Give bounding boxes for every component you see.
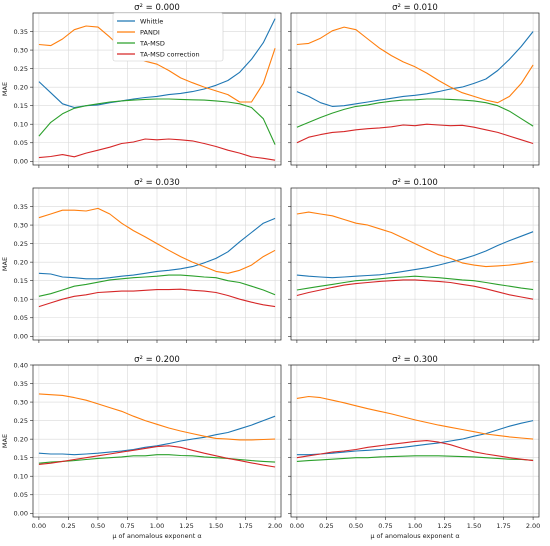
series-line-whittle xyxy=(296,31,534,107)
x-tick-label: 0.25 xyxy=(319,522,333,530)
y-tick-label: 0.35 xyxy=(14,28,28,36)
x-tick-label: 1.50 xyxy=(467,522,481,530)
y-axis-label: MAE xyxy=(1,82,9,96)
series-line-ta-msd xyxy=(296,275,534,291)
axes-frame xyxy=(290,187,540,341)
series-line-whittle xyxy=(296,231,534,279)
y-tick-label: 0.05 xyxy=(14,491,28,499)
panel-2: σ² = 0.010 xyxy=(288,3,540,168)
x-axis-label: μ of anomalous exponent α xyxy=(370,532,459,540)
y-tick-label: 0.20 xyxy=(14,258,28,266)
series-line-ta-msd-correction xyxy=(296,123,534,145)
x-tick-label: 1.25 xyxy=(179,522,193,530)
legend-label-whittle: Whittle xyxy=(140,18,163,26)
y-tick-label: 0.10 xyxy=(14,473,28,481)
x-tick-label: 0.50 xyxy=(349,522,363,530)
series-line-ta-msd-correction xyxy=(38,288,276,308)
y-tick-label: 0.10 xyxy=(14,296,28,304)
x-tick-label: 0.00 xyxy=(290,522,304,530)
series-line-ta-msd xyxy=(38,274,276,297)
y-tick-label: 0.30 xyxy=(14,221,28,229)
y-tick-label: 0.05 xyxy=(14,314,28,322)
series-line-pandi xyxy=(38,25,276,103)
panel-4: σ² = 0.100 xyxy=(288,178,540,343)
series-line-whittle xyxy=(38,415,276,456)
panel-3: 0.00 0.05 0.10 0.15 0.20 0.25 0.30 0.35 σ² = 0.0… xyxy=(1,178,282,343)
y-tick-label: 0.20 xyxy=(14,435,28,443)
x-tick-label: 1.25 xyxy=(437,522,451,530)
y-tick-label: 0.25 xyxy=(14,417,28,425)
y-tick-label: 0.25 xyxy=(14,65,28,73)
legend-box xyxy=(112,12,224,62)
panel-title: σ² = 0.010 xyxy=(392,3,438,13)
axes-frame xyxy=(32,364,282,518)
x-tick-label: 0.00 xyxy=(32,522,46,530)
y-tick-label: 0.30 xyxy=(14,398,28,406)
series-line-whittle xyxy=(38,217,276,280)
y-tick-label: 0.00 xyxy=(14,158,28,166)
y-tick-label: 0.35 xyxy=(14,380,28,388)
x-tick-label: 0.75 xyxy=(120,522,134,530)
y-axis-label: MAE xyxy=(1,434,9,448)
series-line-ta-msd-correction xyxy=(296,279,534,300)
series-line-pandi xyxy=(296,26,534,104)
legend: Whittle PANDI TA-MSD TA-MSD correction xyxy=(112,12,224,62)
legend-label-pandi: PANDI xyxy=(140,29,160,37)
y-tick-label: 0.35 xyxy=(14,203,28,211)
x-tick-label: 1.75 xyxy=(238,522,252,530)
y-tick-label: 0.40 xyxy=(14,361,28,369)
x-tick-label: 0.75 xyxy=(378,522,392,530)
legend-label-ta-msd-correction: TA-MSD correction xyxy=(139,51,200,59)
series-line-ta-msd-correction xyxy=(296,440,534,462)
panel-6: 0.00 0.25 0.50 0.75 1.00 1.25 1.50 1.75 2.00 σ² =… xyxy=(288,355,540,540)
panel-title: σ² = 0.100 xyxy=(392,178,438,188)
y-tick-label: 0.05 xyxy=(14,139,28,147)
y-axis-label: MAE xyxy=(1,257,9,271)
series-line-ta-msd xyxy=(296,98,534,128)
series-line-ta-msd-correction xyxy=(38,445,276,468)
x-tick-label: 1.00 xyxy=(408,522,422,530)
x-tick-label: 2.00 xyxy=(268,522,282,530)
series-line-whittle xyxy=(296,420,534,456)
y-tick-label: 0.15 xyxy=(14,277,28,285)
y-tick-label: 0.10 xyxy=(14,121,28,129)
x-tick-label: 0.50 xyxy=(91,522,105,530)
panel-title: σ² = 0.200 xyxy=(134,355,180,365)
series-line-ta-msd-correction xyxy=(38,138,276,161)
series-line-ta-msd xyxy=(38,454,276,464)
axes-frame xyxy=(290,364,540,518)
x-tick-label: 1.75 xyxy=(496,522,510,530)
series-line-pandi xyxy=(296,395,534,440)
series-line-pandi xyxy=(38,207,276,274)
panel-title: σ² = 0.000 xyxy=(134,3,180,13)
panel-5: 0.00 0.05 0.10 0.15 0.20 0.25 0.30 0.35 0.40 0.00… xyxy=(1,355,282,540)
y-tick-label: 0.25 xyxy=(14,240,28,248)
x-tick-label: 2.00 xyxy=(526,522,540,530)
series-line-pandi xyxy=(38,393,276,441)
x-tick-label: 1.50 xyxy=(209,522,223,530)
y-tick-label: 0.00 xyxy=(14,333,28,341)
y-tick-label: 0.20 xyxy=(14,83,28,91)
series-line-ta-msd xyxy=(38,98,276,145)
panel-title: σ² = 0.300 xyxy=(392,355,438,365)
y-tick-label: 0.15 xyxy=(14,102,28,110)
y-tick-label: 0.00 xyxy=(14,510,28,518)
axes-frame xyxy=(290,12,540,166)
panel-title: σ² = 0.030 xyxy=(134,178,180,188)
series-line-ta-msd xyxy=(296,455,534,462)
x-tick-label: 0.25 xyxy=(61,522,75,530)
y-tick-label: 0.30 xyxy=(14,46,28,54)
x-tick-label: 1.00 xyxy=(150,522,164,530)
y-tick-label: 0.15 xyxy=(14,454,28,462)
legend-label-ta-msd: TA-MSD xyxy=(139,40,165,48)
axes-frame xyxy=(32,187,282,341)
series-line-pandi xyxy=(296,211,534,268)
x-axis-label: μ of anomalous exponent α xyxy=(112,532,201,540)
